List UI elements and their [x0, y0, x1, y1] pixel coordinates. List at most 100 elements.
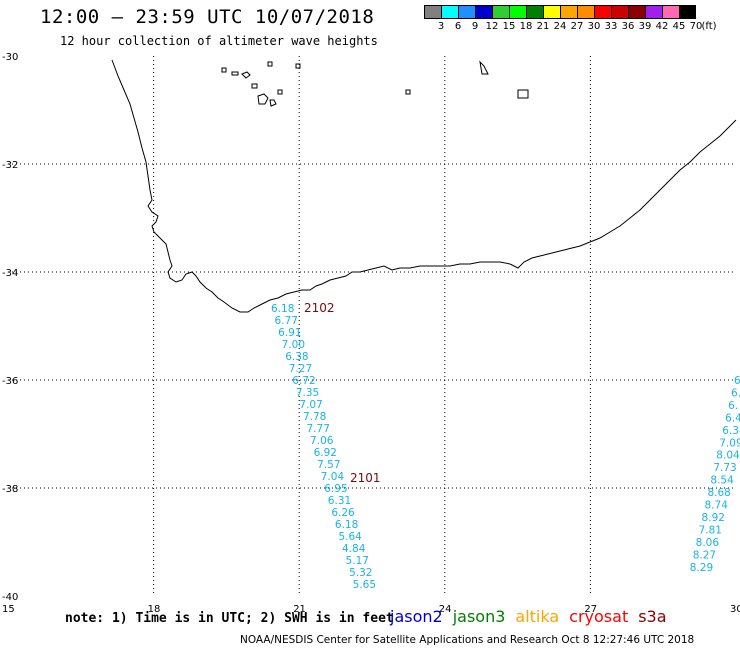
longitude-label: 21 — [293, 604, 306, 615]
legend-label: 36 — [621, 21, 635, 32]
longitude-label: 24 — [439, 604, 452, 615]
color-legend: 3 6 9 12 15 18 21 24 27 30 33 36 39 42 45 70 (ft) — [424, 5, 717, 33]
wave-height-value: 6.72 — [292, 375, 315, 387]
altimeter-track-east: 66.6.6.46.387.098.047.738.548.688.748.92… — [690, 375, 740, 574]
wave-height-value: 7.09 — [719, 437, 740, 449]
latitude-label: -40 — [2, 592, 18, 603]
satellite-legend: jason2 jason3 altika cryosat s3a — [390, 607, 677, 626]
legend-label: 24 — [553, 21, 567, 32]
wave-height-value: 5.64 — [338, 531, 362, 543]
legend-swatch — [662, 5, 679, 19]
map-title: 12:00 – 23:59 UTC 10/07/2018 — [40, 6, 375, 28]
legend-label: 45 — [672, 21, 686, 32]
legend-swatch — [577, 5, 594, 19]
credit-footer: NOAA/NESDIS Center for Satellite Applica… — [240, 634, 695, 646]
satellite-name: jason3 — [452, 607, 506, 626]
wave-height-value: 6.91 — [278, 327, 301, 339]
wave-height-value: 6.18 — [271, 303, 294, 315]
wave-height-value: 6. — [731, 387, 740, 399]
wave-height-value: 8.92 — [702, 512, 725, 524]
wave-height-value: 5.65 — [353, 579, 376, 591]
footnote: note: 1) Time is in UTC; 2) SWH is in fe… — [65, 611, 394, 626]
legend-swatch — [645, 5, 662, 19]
legend-swatch — [509, 5, 526, 19]
wave-height-value: 6.38 — [722, 425, 740, 437]
wave-height-value: 7.78 — [303, 411, 326, 423]
legend-swatch — [679, 5, 696, 19]
wave-height-value: 6.92 — [314, 447, 337, 459]
legend-label: 3 — [437, 21, 445, 32]
longitude-label: 30 — [730, 604, 740, 615]
wave-height-value: 7.06 — [310, 435, 334, 447]
latitude-label: -36 — [2, 376, 18, 387]
wave-height-value: 6 — [734, 375, 740, 387]
map-subtitle: 12 hour collection of altimeter wave hei… — [60, 34, 378, 48]
wave-height-value: 7.35 — [296, 387, 319, 399]
legend-swatch — [611, 5, 628, 19]
wave-height-value: 6.4 — [725, 412, 740, 424]
wave-height-value: 6.26 — [331, 507, 355, 519]
legend-swatch — [560, 5, 577, 19]
latitude-labels: -30 -32 -34 -36 -38 -40 — [2, 52, 18, 603]
wave-height-value: 7.77 — [307, 423, 330, 435]
wave-height-value: 7.81 — [699, 524, 722, 536]
wave-height-value: 8.68 — [707, 487, 730, 499]
legend-label: 27 — [570, 21, 584, 32]
altimeter-track-west: 6.186.776.917.006.387.276.727.357.077.78… — [271, 303, 376, 591]
satellite-name: altika — [515, 607, 560, 626]
legend-label: 30 — [587, 21, 601, 32]
wave-height-value: 6.77 — [275, 315, 298, 327]
legend-label: 12 — [485, 21, 499, 32]
wave-height-value: 5.17 — [346, 555, 369, 567]
wave-height-value: 7.07 — [299, 399, 322, 411]
wave-height-value: 8.04 — [716, 450, 740, 462]
legend-swatch — [441, 5, 458, 19]
wave-height-value: 8.29 — [690, 562, 713, 574]
latitude-label: -30 — [2, 52, 18, 63]
latitude-label: -32 — [2, 160, 18, 171]
legend-label: 18 — [519, 21, 533, 32]
latitude-label: -34 — [2, 268, 18, 279]
track-time-label-2102: 2102 — [304, 301, 335, 315]
satellite-name: jason2 — [390, 607, 443, 626]
wave-height-value: 6. — [728, 400, 738, 412]
legend-swatches — [424, 5, 696, 19]
satellite-name: cryosat — [569, 607, 629, 626]
legend-unit: (ft) — [701, 21, 717, 32]
longitude-label: 18 — [148, 604, 161, 615]
legend-swatch — [594, 5, 611, 19]
wave-height-value: 6.18 — [335, 519, 358, 531]
wave-height-value: 7.57 — [317, 459, 340, 471]
legend-label: 39 — [638, 21, 652, 32]
legend-label: 42 — [655, 21, 669, 32]
legend-label: 70 — [689, 21, 703, 32]
wave-height-value: 6.95 — [324, 483, 347, 495]
track-time-label-2101: 2101 — [350, 471, 381, 485]
legend-label: 21 — [536, 21, 550, 32]
legend-swatch — [492, 5, 509, 19]
wave-height-value: 6.31 — [328, 495, 351, 507]
wave-height-value: 7.27 — [289, 363, 312, 375]
wave-height-value: 8.74 — [705, 500, 729, 512]
wave-height-value: 5.32 — [349, 567, 372, 579]
legend-label: 6 — [454, 21, 462, 32]
wave-height-value: 7.73 — [713, 462, 736, 474]
longitude-label: 27 — [584, 604, 597, 615]
legend-label: 9 — [471, 21, 479, 32]
south-africa-coastline — [111, 59, 737, 313]
legend-swatch — [475, 5, 492, 19]
wave-height-value: 8.27 — [693, 549, 716, 561]
legend-labels: 3 6 9 12 15 18 21 24 27 30 33 36 39 42 45 70 (ft) — [424, 19, 717, 33]
legend-swatch — [458, 5, 475, 19]
wave-height-value: 7.00 — [282, 339, 305, 351]
lat-lon-grid — [8, 56, 736, 596]
longitude-label: 15 — [2, 604, 15, 615]
legend-label: 15 — [502, 21, 516, 32]
wave-height-value: 6.38 — [285, 351, 308, 363]
latitude-label: -38 — [2, 484, 18, 495]
legend-swatch — [424, 5, 441, 19]
longitude-labels: 15 18 21 24 27 30 — [2, 604, 740, 615]
legend-swatch — [543, 5, 560, 19]
satellite-name: s3a — [638, 607, 667, 626]
